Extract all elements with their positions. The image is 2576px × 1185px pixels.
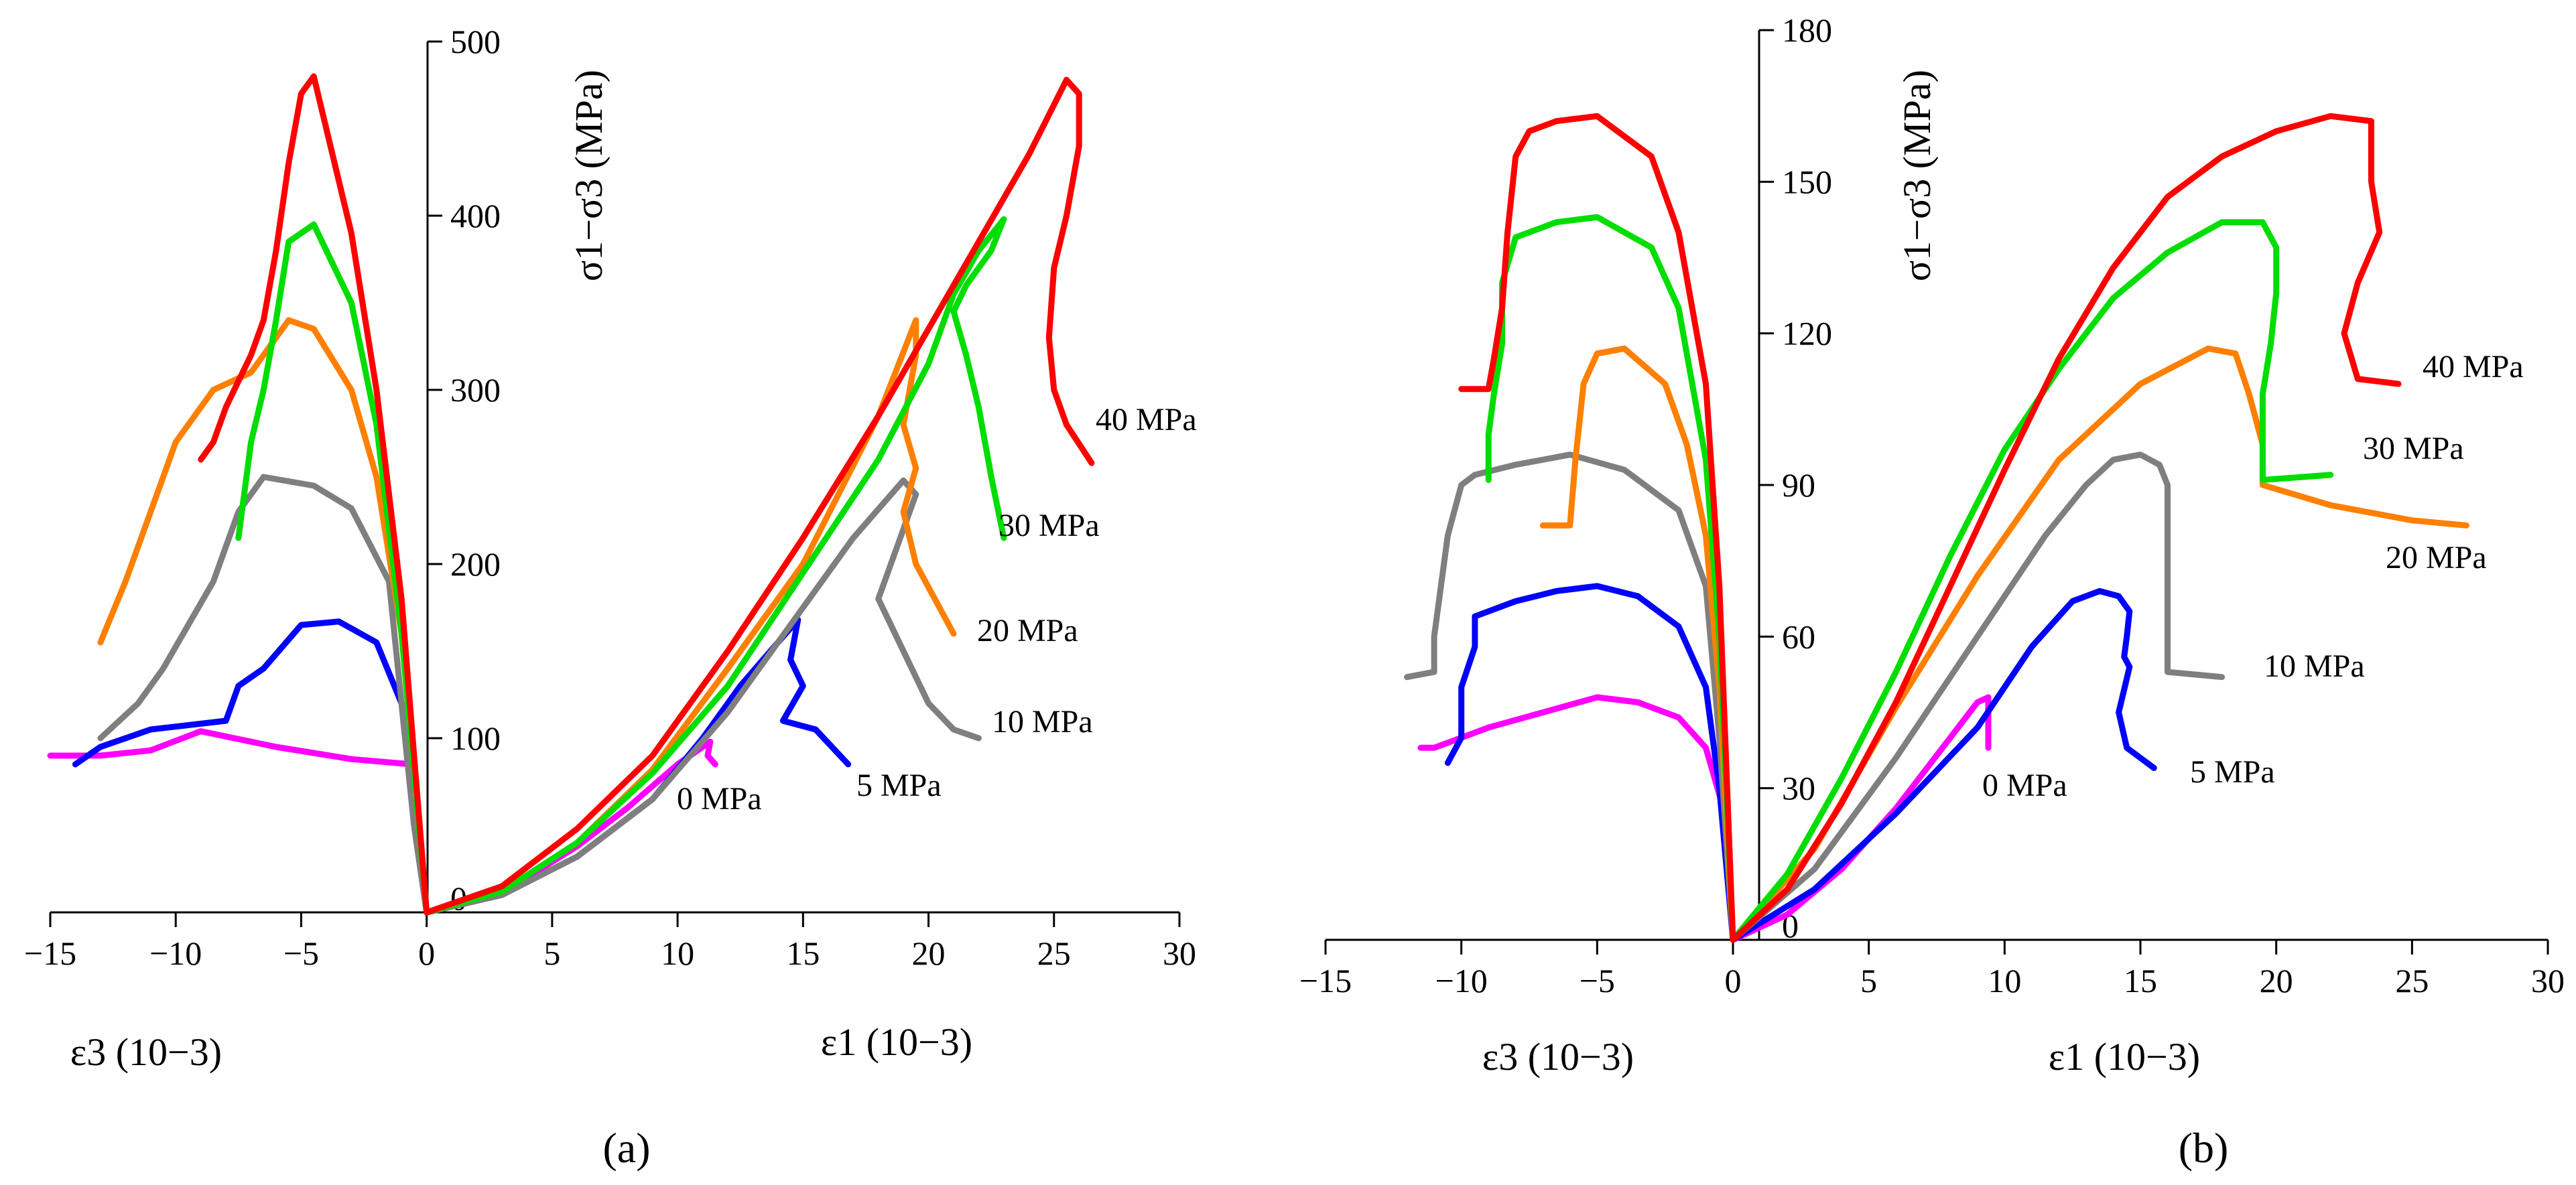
x-axis-label-eps1: ε1 (10−3) <box>821 1020 972 1064</box>
panel-label: (b) <box>2179 1124 2229 1172</box>
x-tick-label: −10 <box>149 934 202 972</box>
y-tick-label: 120 <box>1782 315 1832 352</box>
series-label: 0 MPa <box>677 781 762 817</box>
y-tick-label: 100 <box>450 719 501 757</box>
y-tick-label: 200 <box>450 545 501 583</box>
series-line-eps3 <box>1485 214 1736 943</box>
x-axis-label-eps1: ε1 (10−3) <box>2049 1035 2200 1078</box>
x-axis-label-eps3: ε3 (10−3) <box>1482 1035 1634 1078</box>
series-10-mpa <box>97 474 982 916</box>
series-line-eps3 <box>1404 451 1736 943</box>
y-axis-label: σ1−σ3 (MPa) <box>1895 70 1939 281</box>
y-tick-label: 300 <box>450 371 501 409</box>
series-label: 5 MPa <box>856 768 942 803</box>
series-line-eps1 <box>424 738 718 916</box>
x-tick-label: 25 <box>2395 962 2429 999</box>
x-tick-label: −15 <box>24 934 76 972</box>
series-label: 30 MPa <box>2363 431 2464 466</box>
x-tick-label: −10 <box>1435 962 1488 999</box>
series-label: 20 MPa <box>2386 540 2487 575</box>
x-tick-label: −5 <box>283 934 319 972</box>
x-tick-label: 30 <box>2531 962 2565 999</box>
x-tick-label: 15 <box>786 934 820 972</box>
y-tick-label: 150 <box>1782 163 1832 200</box>
series-line-eps1 <box>424 317 957 916</box>
x-tick-label: 30 <box>1163 934 1196 972</box>
series-40-mpa <box>1458 113 2402 943</box>
y-tick-label: 60 <box>1782 618 1815 655</box>
x-tick-label: 0 <box>1725 962 1742 999</box>
series-line-eps1 <box>1730 451 2226 943</box>
y-tick-label: 400 <box>450 197 501 234</box>
series-label: 30 MPa <box>999 508 1100 543</box>
series-line-eps1 <box>1730 219 2334 943</box>
series-0-mpa <box>1417 694 1992 943</box>
series-line-eps1 <box>424 76 1095 916</box>
series-0-mpa <box>47 728 718 916</box>
series-line-eps3 <box>1444 583 1736 943</box>
series-line-eps3 <box>72 618 430 916</box>
x-tick-label: 15 <box>2124 962 2157 999</box>
series-label: 10 MPa <box>2264 648 2365 684</box>
series-line-eps3 <box>47 728 430 916</box>
series-line-eps3 <box>1458 113 1736 943</box>
x-tick-label: 10 <box>661 934 694 972</box>
series-line-eps1 <box>424 216 1007 916</box>
series-line-eps1 <box>1730 345 2469 943</box>
series-30-mpa <box>1485 214 2334 943</box>
x-tick-label: 5 <box>1860 962 1877 999</box>
x-axis-label-eps3: ε3 (10−3) <box>70 1030 222 1074</box>
x-tick-label: 5 <box>543 934 560 972</box>
series-label: 5 MPa <box>2190 754 2275 790</box>
panel-label: (a) <box>602 1124 650 1172</box>
x-tick-label: 20 <box>2260 962 2293 999</box>
y-axis-label: σ1−σ3 (MPa) <box>567 70 610 281</box>
y-tick-label: 180 <box>1782 11 1832 49</box>
x-tick-label: 25 <box>1037 934 1071 972</box>
series-line-eps1 <box>424 477 982 916</box>
series-5-mpa <box>1444 583 2157 943</box>
series-line-eps1 <box>1730 587 2157 943</box>
x-tick-label: 20 <box>912 934 946 972</box>
x-tick-label: −5 <box>1580 962 1615 999</box>
series-line-eps3 <box>97 474 430 916</box>
series-label: 40 MPa <box>1096 402 1197 437</box>
series-20-mpa <box>1539 345 2469 943</box>
series-10-mpa <box>1404 451 2226 943</box>
y-tick-label: 90 <box>1782 466 1815 504</box>
series-label: 10 MPa <box>992 704 1093 740</box>
y-tick-label: 30 <box>1782 770 1815 807</box>
series-label: 40 MPa <box>2423 349 2524 385</box>
series-label: 0 MPa <box>1982 768 2067 803</box>
x-tick-label: −15 <box>1299 962 1352 999</box>
series-line-eps3 <box>198 73 430 916</box>
series-line-eps3 <box>1417 694 1736 943</box>
series-line-eps3 <box>1539 345 1736 943</box>
y-tick-label: 500 <box>450 23 501 60</box>
series-line-eps1 <box>1730 113 2402 943</box>
x-tick-label: 0 <box>418 934 435 972</box>
series-40-mpa <box>198 73 1095 916</box>
x-tick-label: 10 <box>1988 962 2021 999</box>
series-label: 20 MPa <box>977 613 1078 648</box>
